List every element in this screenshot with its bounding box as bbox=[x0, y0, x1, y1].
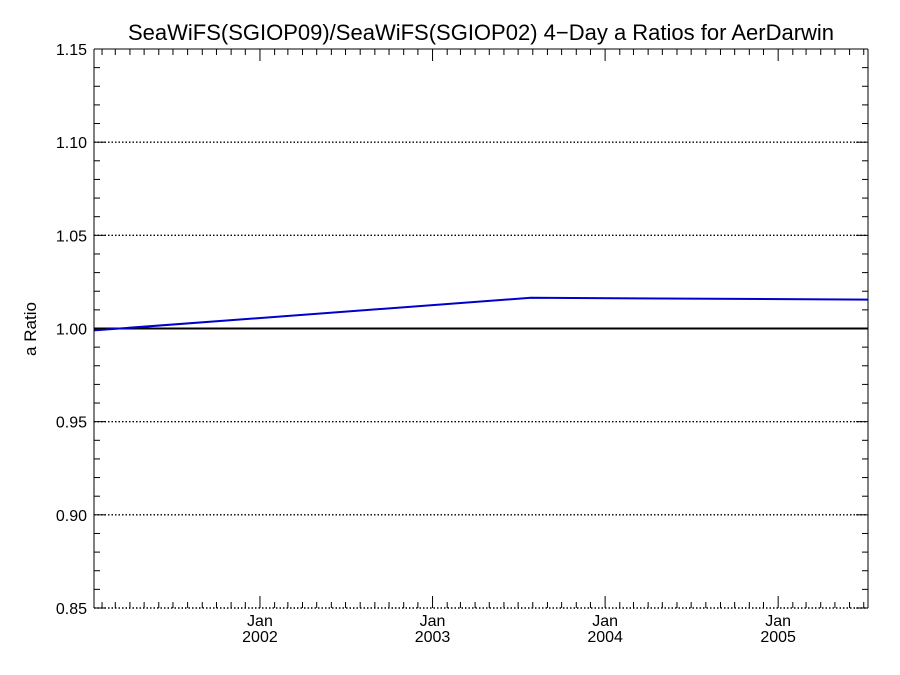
y-tick-label: 0.95 bbox=[56, 415, 87, 432]
chart-title: SeaWiFS(SGIOP09)/SeaWiFS(SGIOP02) 4−Day … bbox=[128, 20, 834, 45]
x-tick-label-year: 2002 bbox=[242, 629, 278, 646]
y-tick-label: 0.85 bbox=[56, 601, 87, 618]
x-tick-label-month: Jan bbox=[247, 613, 273, 630]
grid-lines bbox=[94, 141, 868, 609]
x-tick-label-month: Jan bbox=[420, 613, 446, 630]
x-tick-label-month: Jan bbox=[592, 613, 618, 630]
y-tick-label: 1.15 bbox=[56, 42, 87, 59]
series-line bbox=[93, 296, 869, 332]
y-tick-label: 1.05 bbox=[56, 228, 87, 245]
x-tick-label-month: Jan bbox=[765, 613, 791, 630]
y-axis-label: a Ratio bbox=[21, 302, 40, 356]
x-tick-label-year: 2005 bbox=[760, 629, 796, 646]
y-axis-ticks: 0.85 0.90 0.95 1.00 1.05 1.10 1.15 bbox=[56, 42, 868, 618]
y-tick-label: 1.00 bbox=[56, 322, 87, 339]
y-tick-label: 1.10 bbox=[56, 135, 87, 152]
y-tick-label: 0.90 bbox=[56, 508, 87, 525]
x-tick-label-year: 2004 bbox=[587, 629, 623, 646]
series-group bbox=[93, 296, 869, 332]
x-tick-label-year: 2003 bbox=[415, 629, 451, 646]
